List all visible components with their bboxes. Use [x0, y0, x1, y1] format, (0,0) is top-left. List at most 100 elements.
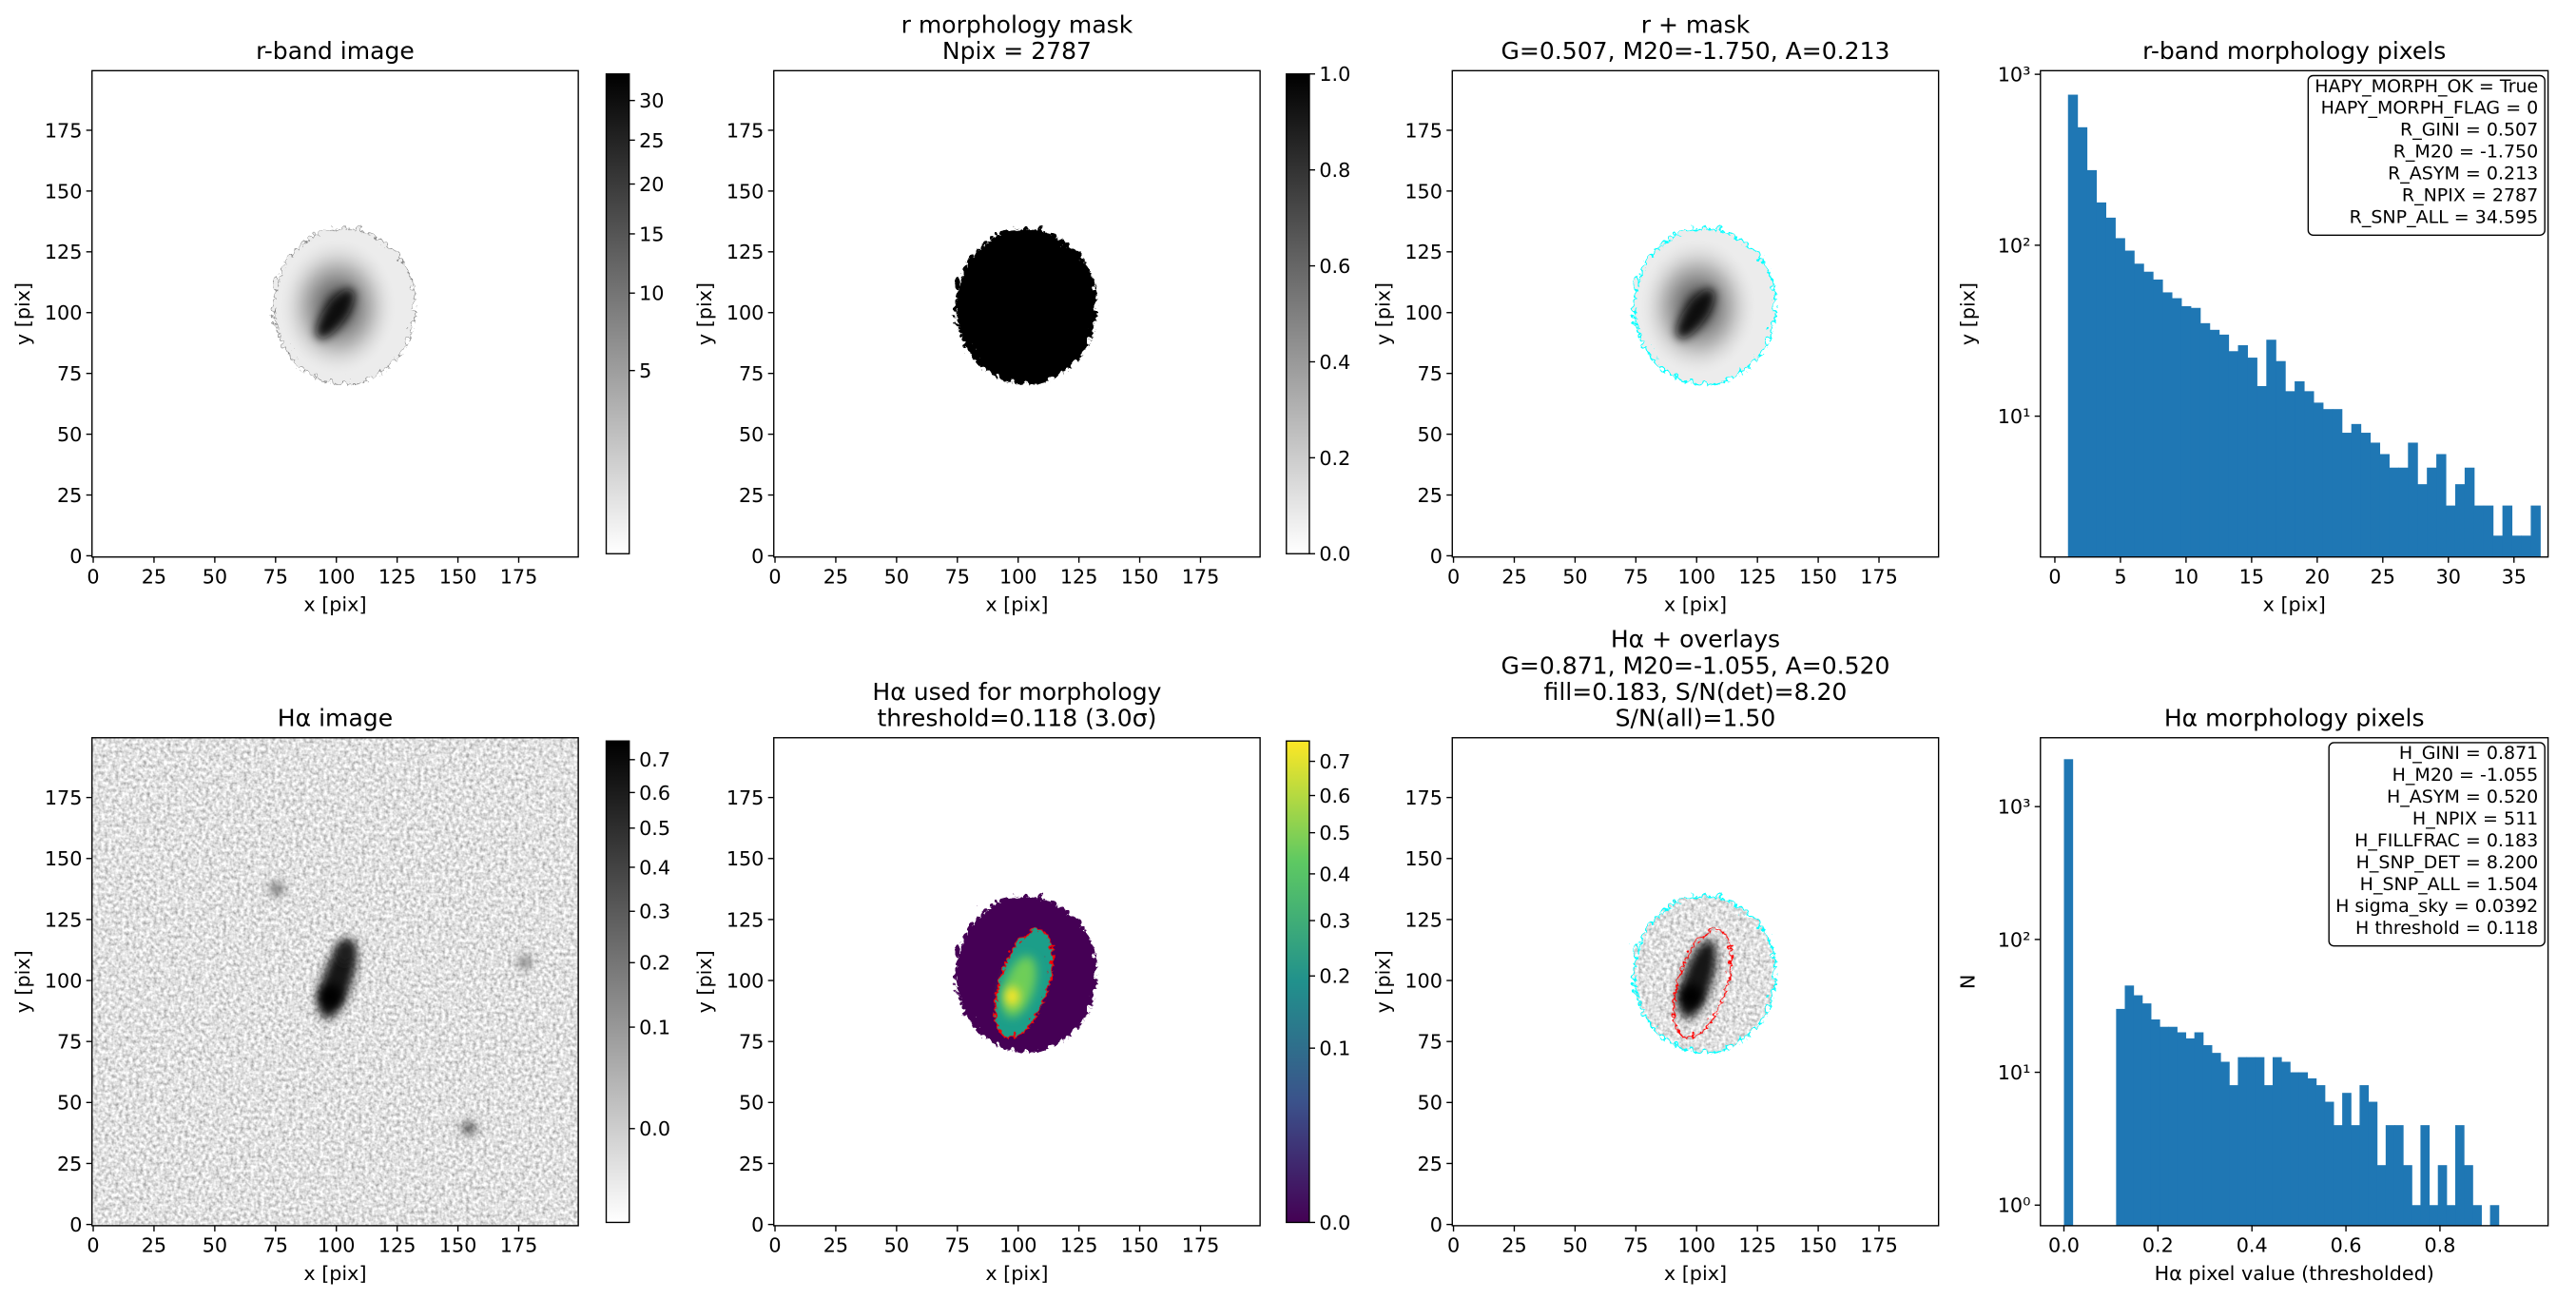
x-tick-label: 150: [439, 565, 477, 588]
y-tick-label: 175: [726, 786, 765, 809]
colorbar-tick-label: 0.5: [1319, 822, 1350, 844]
y-tick-label: 125: [1404, 908, 1443, 931]
colorbar-tick-label: 30: [639, 89, 664, 112]
y-tick-label: 50: [1418, 423, 1443, 446]
halpha-spot: [517, 955, 533, 970]
x-tick-label: 25: [1501, 565, 1526, 588]
histogram-bar: [2295, 380, 2305, 557]
halpha-overlay-image: [1452, 737, 1939, 1226]
axes-frame: [91, 69, 579, 558]
y-tick-label: 100: [726, 301, 765, 324]
x-tick-label: 5: [2114, 565, 2126, 588]
x-tick-label: 175: [1860, 1234, 1898, 1257]
y-tick-label: 0: [69, 1213, 82, 1236]
annotation-line: R_GINI = 0.507: [2400, 120, 2538, 141]
colorbar-tick-label: 0.6: [1319, 255, 1350, 278]
annotation-line: HAPY_MORPH_FLAG = 0: [2321, 98, 2539, 119]
y-tick-label: 100: [45, 969, 83, 992]
histogram-bar: [2408, 442, 2418, 557]
histogram-bar: [2199, 322, 2211, 557]
histogram-bar: [2511, 535, 2523, 557]
y-tick-label: 75: [57, 362, 82, 385]
colorbar-tick-label: 1.0: [1319, 63, 1350, 86]
axes-frame: [1451, 737, 1940, 1227]
colorbar-tick-label: 20: [639, 173, 664, 196]
histogram-bar: [2067, 94, 2079, 557]
x-tick-label: 0.6: [2331, 1234, 2362, 1257]
histogram-bar: [2483, 505, 2494, 557]
histogram-bar: [2341, 433, 2353, 557]
x-tick-label: 0: [1447, 1234, 1460, 1257]
histogram-bar: [2229, 1085, 2238, 1226]
x-tick-label: 75: [945, 1234, 970, 1257]
x-tick-label: 50: [884, 1234, 909, 1257]
chart-title: Hα + overlays: [1611, 626, 1780, 653]
histogram-bar: [2218, 334, 2230, 557]
colorbar-tick-label: 5: [639, 359, 651, 382]
histogram-bar: [2162, 292, 2173, 557]
histogram-bar: [2263, 1085, 2274, 1226]
x-tick-label: 125: [1060, 565, 1098, 588]
colorbar-tick-label: 0.4: [1319, 863, 1350, 885]
halpha-image: [91, 737, 579, 1226]
histogram-bar: [2153, 279, 2163, 557]
histogram-bar: [2237, 345, 2248, 557]
halpha-morph-image: [773, 737, 1261, 1226]
x-tick-label: 50: [203, 565, 227, 588]
x-tick-label: 25: [142, 565, 166, 588]
histogram-bar: [2105, 217, 2116, 557]
y-tick-label: 0: [1430, 545, 1443, 568]
x-tick-label: 25: [142, 1234, 166, 1257]
histogram-bar: [2150, 1019, 2160, 1226]
x-tick-label: 175: [1182, 565, 1220, 588]
mask-image: [773, 70, 1261, 557]
y-tick-label: 25: [739, 1153, 764, 1175]
colorbar-tick-label: 0.6: [1319, 785, 1350, 807]
axes-frame: [2040, 737, 2549, 1227]
histogram-bar: [2521, 535, 2531, 557]
annotation-line: HAPY_MORPH_OK = True: [2315, 76, 2538, 97]
histogram-bar: [2247, 358, 2257, 557]
histogram-bar: [2502, 505, 2513, 557]
x-tick-label: 125: [378, 1234, 416, 1257]
histogram-bar: [2246, 1057, 2256, 1226]
histogram-bar: [2427, 467, 2437, 557]
histogram-bar: [2190, 307, 2201, 557]
y-tick-label: 150: [726, 847, 765, 870]
x-tick-label: 100: [1677, 565, 1715, 588]
annotation-frame: [2307, 74, 2546, 236]
x-axis-label: Hα pixel value (thresholded): [2155, 1262, 2434, 1285]
x-tick-label: 0: [768, 1234, 781, 1257]
histogram-bar: [2202, 1045, 2213, 1226]
y-tick-label: 25: [1418, 484, 1443, 507]
x-axis-label: x [pix]: [2263, 593, 2326, 616]
histogram-bar: [2446, 1205, 2456, 1226]
histogram-bar: [2285, 391, 2295, 557]
histogram-bar: [2379, 454, 2390, 557]
y-tick-label: 125: [726, 908, 765, 931]
annotation-line: H_M20 = -1.055: [2392, 765, 2539, 786]
y-tick-label: 0: [751, 1213, 764, 1236]
annotation-line: H_ASYM = 0.520: [2387, 786, 2538, 807]
x-tick-label: 50: [1562, 1234, 1587, 1257]
histogram-bar: [2359, 1085, 2370, 1226]
histogram-bar: [2530, 505, 2541, 557]
colorbar-tick-label: 0.8: [1319, 159, 1350, 182]
x-tick-label: 150: [1121, 565, 1159, 588]
y-tick-label: 10¹: [1998, 1061, 2031, 1084]
histogram-bar: [2464, 467, 2475, 557]
y-tick-label: 175: [45, 119, 83, 142]
colorbar-tick-label: 0.2: [639, 952, 670, 975]
x-tick-label: 125: [1738, 1234, 1776, 1257]
y-tick-label: 125: [1404, 241, 1443, 263]
halpha-knot: [1678, 983, 1703, 1009]
x-tick-label: 0.8: [2424, 1234, 2455, 1257]
y-tick-label: 10²: [1998, 928, 2031, 951]
colorbar-tick-label: 0.7: [639, 748, 670, 771]
colorbar-tick-label: 0.4: [639, 856, 670, 879]
colorbar-tick-label: 0.2: [1319, 447, 1350, 470]
chart-title: G=0.507, M20=-1.750, A=0.213: [1501, 37, 1889, 65]
y-axis-label: y [pix]: [1372, 950, 1395, 1013]
axes-frame: [91, 737, 579, 1227]
x-tick-label: 30: [2436, 565, 2461, 588]
